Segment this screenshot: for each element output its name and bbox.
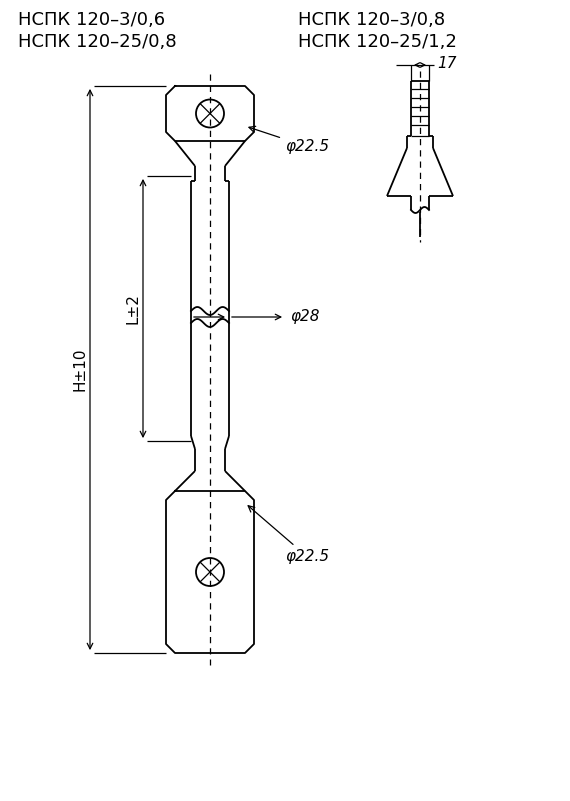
Text: НСПК 120–3/0,8: НСПК 120–3/0,8 — [298, 11, 445, 29]
Text: H±10: H±10 — [72, 348, 88, 391]
Text: φ28: φ28 — [290, 309, 320, 324]
Text: φ22.5: φ22.5 — [249, 127, 329, 154]
Text: НСПК 120–25/1,2: НСПК 120–25/1,2 — [298, 33, 457, 51]
Text: L±2: L±2 — [125, 293, 140, 324]
Text: φ22.5: φ22.5 — [248, 505, 329, 564]
Text: НСПК 120–3/0,6: НСПК 120–3/0,6 — [18, 11, 165, 29]
Text: НСПК 120–25/0,8: НСПК 120–25/0,8 — [18, 33, 177, 51]
Text: 17: 17 — [437, 55, 457, 70]
